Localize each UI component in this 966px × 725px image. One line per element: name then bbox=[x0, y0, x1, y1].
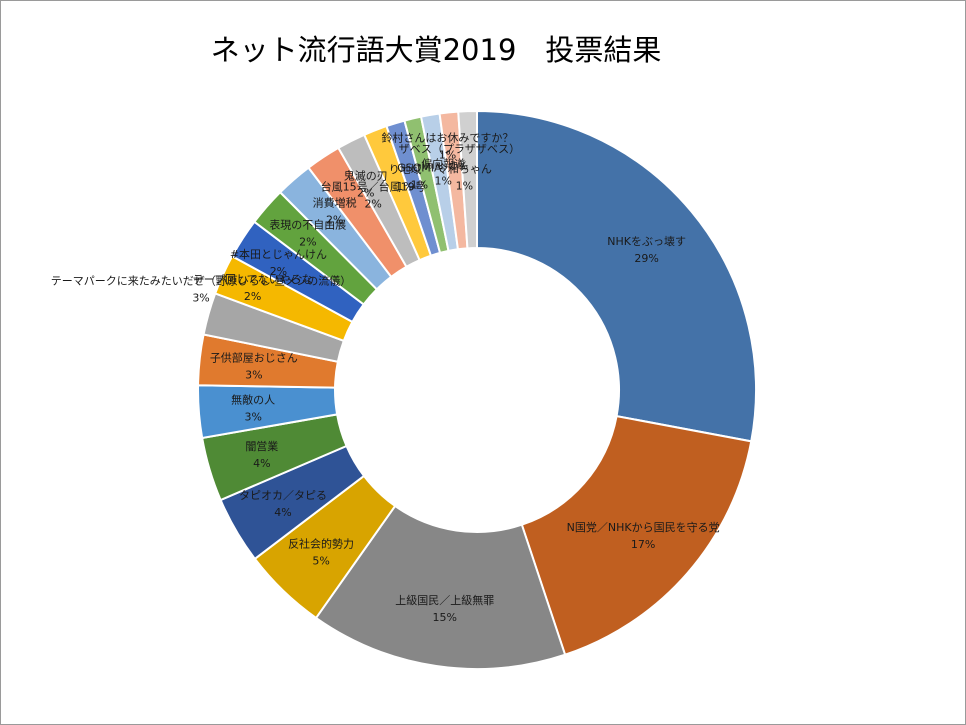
slice-label-16: GSOMIA bbox=[397, 161, 442, 174]
slice-label-6: 無敵の人 bbox=[231, 392, 275, 406]
slice-label-11: 表現の不自由展 bbox=[269, 217, 346, 231]
slice-percent-2: 15% bbox=[433, 611, 457, 624]
slice-percent-4: 4% bbox=[274, 506, 291, 519]
slice-label-20: 鈴村さんはお休みですか？ bbox=[381, 131, 513, 145]
slice-percent-20: 1% bbox=[439, 149, 456, 162]
slice-label-7: 子供部屋おじさん bbox=[210, 351, 298, 365]
slice-label-5: 闇営業 bbox=[245, 439, 278, 453]
slice-1 bbox=[520, 414, 753, 656]
slice-percent-13: 2% bbox=[364, 198, 381, 211]
slice-label-2: 上級国民／上級無罪 bbox=[395, 593, 494, 607]
slice-percent-0: 29% bbox=[634, 252, 658, 265]
chart-title: ネット流行語大賞2019 投票結果 bbox=[210, 33, 662, 67]
slice-percent-6: 3% bbox=[244, 410, 261, 423]
slice-label-15: り地域 bbox=[389, 163, 422, 176]
slice-percent-1: 17% bbox=[631, 538, 655, 551]
slice-percent-12: 2% bbox=[326, 214, 343, 227]
slice-label-1: N国党／NHKから国民を守る党 bbox=[567, 520, 720, 534]
slice-label-3: 反社会的勢力 bbox=[288, 537, 354, 551]
slice-percent-14: 2% bbox=[357, 187, 374, 200]
slice-0 bbox=[476, 109, 757, 443]
slice-labels: NHKをぶっ壊す 29% N国党／NHKから国民を守る党 17% 上級国民／上級無罪 15… bbox=[51, 131, 720, 625]
slice-label-13: 台風15号／台風19号 bbox=[321, 180, 426, 194]
slice-label-10: #本田とじゃんけん bbox=[230, 247, 327, 261]
slice-percent-3: 5% bbox=[312, 555, 329, 568]
slice-percent-8: 3% bbox=[192, 292, 209, 305]
slice-20 bbox=[457, 109, 478, 250]
slice-label-18: ザベス（プラザザベス） bbox=[399, 143, 520, 156]
slice-percent-17: 1% bbox=[435, 175, 452, 188]
slice-label-9: テープ回してないやろな bbox=[193, 273, 313, 286]
slice-percent-5: 4% bbox=[253, 457, 270, 470]
slice-percent-11: 2% bbox=[299, 235, 316, 248]
slice-label-4: タピオカ／タピる bbox=[239, 489, 327, 502]
slice-percent-19: 1% bbox=[456, 180, 473, 193]
slice-label-17: 偏向報道 bbox=[421, 157, 465, 171]
slice-percent-10: 2% bbox=[270, 265, 287, 278]
slice-percent-15: 1% bbox=[396, 180, 413, 193]
slice-label-19: 令和ちゃん bbox=[437, 162, 492, 176]
donut-slices bbox=[197, 109, 757, 670]
slice-label-0: NHKをぶっ壊す bbox=[607, 235, 686, 248]
slice-label-14: 鬼滅の刃 bbox=[344, 169, 388, 183]
slice-label-12: 消費増税 bbox=[313, 196, 357, 210]
slice-label-8: テーマパークに来たみたいだぜ（野原ひろし 昼メシの流儀） bbox=[51, 274, 352, 288]
slice-percent-18: 1% bbox=[451, 160, 468, 173]
slice-2 bbox=[314, 504, 567, 670]
slice-percent-9: 2% bbox=[244, 290, 261, 303]
slice-percent-7: 3% bbox=[245, 369, 262, 382]
slice-percent-16: 1% bbox=[411, 178, 428, 191]
